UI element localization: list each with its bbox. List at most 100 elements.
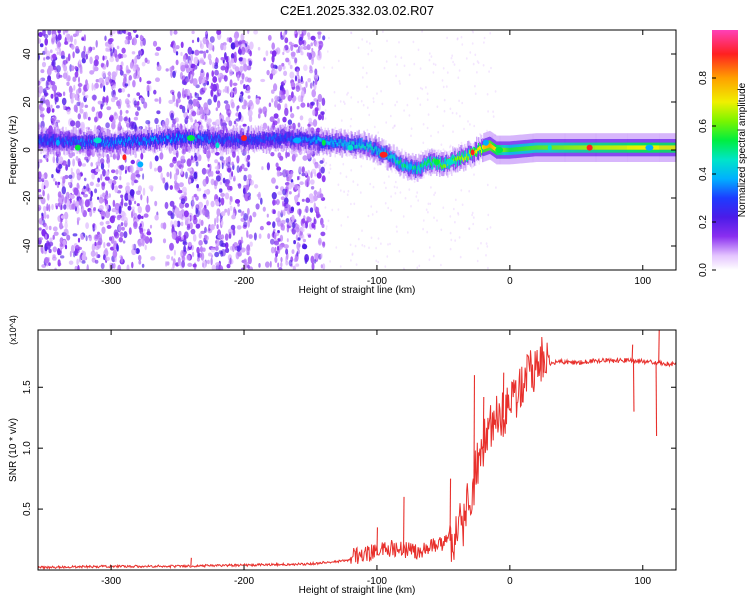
noise-blob <box>185 171 188 179</box>
noise-blob <box>38 207 41 212</box>
ridge-cell <box>328 141 330 146</box>
noise-blob <box>491 135 494 138</box>
ridge-cell <box>62 139 64 148</box>
ridge-cell <box>402 155 404 170</box>
noise-blob <box>147 90 150 98</box>
ridge-cell <box>38 139 40 143</box>
ridge-cell <box>472 148 474 164</box>
noise-blob <box>335 246 338 249</box>
noise-blob <box>398 41 400 44</box>
noise-blob <box>143 213 149 218</box>
ridge-cell <box>233 138 236 143</box>
noise-blob <box>111 71 117 78</box>
noise-blob <box>321 175 326 183</box>
noise-blob <box>119 231 124 238</box>
ridge-cell <box>372 146 374 155</box>
noise-blob <box>93 207 97 211</box>
noise-blob <box>128 117 131 124</box>
ridge-cell <box>493 145 495 150</box>
ridge-cell <box>326 136 328 145</box>
ridge-cell <box>53 141 55 145</box>
noise-blob <box>99 82 103 89</box>
noise-blob <box>76 217 81 221</box>
noise-blob <box>63 204 67 210</box>
noise-blob <box>422 219 425 222</box>
noise-blob <box>280 144 284 149</box>
ridge-cell <box>338 139 340 143</box>
noise-blob <box>62 103 66 111</box>
ridge-cell <box>113 140 115 145</box>
ridge-cell <box>308 139 310 148</box>
noise-blob <box>98 196 104 204</box>
ridge-cell <box>179 134 181 138</box>
noise-blob <box>105 95 109 103</box>
noise-blob <box>166 171 170 178</box>
noise-blob <box>239 65 244 72</box>
ridge-cell <box>323 138 325 142</box>
noise-blob <box>324 117 327 120</box>
noise-blob <box>65 77 71 82</box>
ridge-cell <box>246 136 249 141</box>
noise-blob <box>91 243 96 252</box>
noise-blob <box>160 172 163 181</box>
noise-blob <box>275 199 280 206</box>
ridge-cell <box>517 147 520 152</box>
noise-blob <box>38 237 44 241</box>
ridge-cell <box>327 140 329 149</box>
ridge-cell <box>311 136 313 145</box>
ridge-cell <box>140 134 142 144</box>
noise-blob <box>104 35 107 42</box>
ridge-cell <box>304 134 306 149</box>
noise-blob <box>375 161 377 165</box>
noise-blob <box>140 152 144 160</box>
noise-blob <box>217 102 220 109</box>
ridge-cell <box>585 145 588 150</box>
noise-blob <box>275 185 279 189</box>
ridge-cell <box>315 135 317 144</box>
noise-blob <box>114 49 118 57</box>
noise-blob <box>185 88 191 96</box>
noise-blob <box>443 109 446 113</box>
noise-blob <box>75 200 80 208</box>
noise-blob <box>472 216 475 219</box>
noise-blob <box>144 57 148 63</box>
noise-blob <box>42 30 46 37</box>
ridge-cell <box>455 156 457 161</box>
noise-blob <box>366 106 369 109</box>
ridge-cell <box>338 138 340 153</box>
ridge-cell <box>75 138 77 143</box>
ridge-cell <box>104 143 106 147</box>
ridge-cell <box>494 146 496 151</box>
noise-blob <box>95 40 98 48</box>
noise-blob <box>378 161 381 164</box>
noise-blob <box>139 76 142 83</box>
noise-blob <box>262 122 268 130</box>
noise-blob <box>214 251 220 258</box>
ridge-cell <box>514 147 517 152</box>
ridge-cell <box>165 135 167 145</box>
noise-blob <box>317 102 321 111</box>
ridge-cell <box>557 145 560 150</box>
noise-blob <box>162 177 166 184</box>
ridge-cell <box>265 136 268 140</box>
ridge-cell <box>443 164 445 168</box>
noise-blob <box>140 39 144 47</box>
ridge-cell <box>431 163 433 167</box>
noise-blob <box>73 187 79 196</box>
noise-blob <box>298 148 303 156</box>
ridge-cell <box>290 136 292 140</box>
ridge-cell <box>94 142 96 147</box>
noise-blob <box>133 221 138 230</box>
noise-blob <box>345 152 348 156</box>
ridge-cell <box>47 141 49 145</box>
noise-blob <box>79 69 83 74</box>
ridge-cell <box>321 138 323 143</box>
ridge-cell <box>234 139 237 144</box>
ridge-cell <box>105 140 107 145</box>
noise-blob <box>94 236 99 240</box>
ridge-cell <box>423 162 425 167</box>
noise-blob <box>264 110 267 118</box>
noise-blob <box>84 104 89 109</box>
noise-blob <box>133 100 138 106</box>
ridge-cell <box>357 145 359 149</box>
